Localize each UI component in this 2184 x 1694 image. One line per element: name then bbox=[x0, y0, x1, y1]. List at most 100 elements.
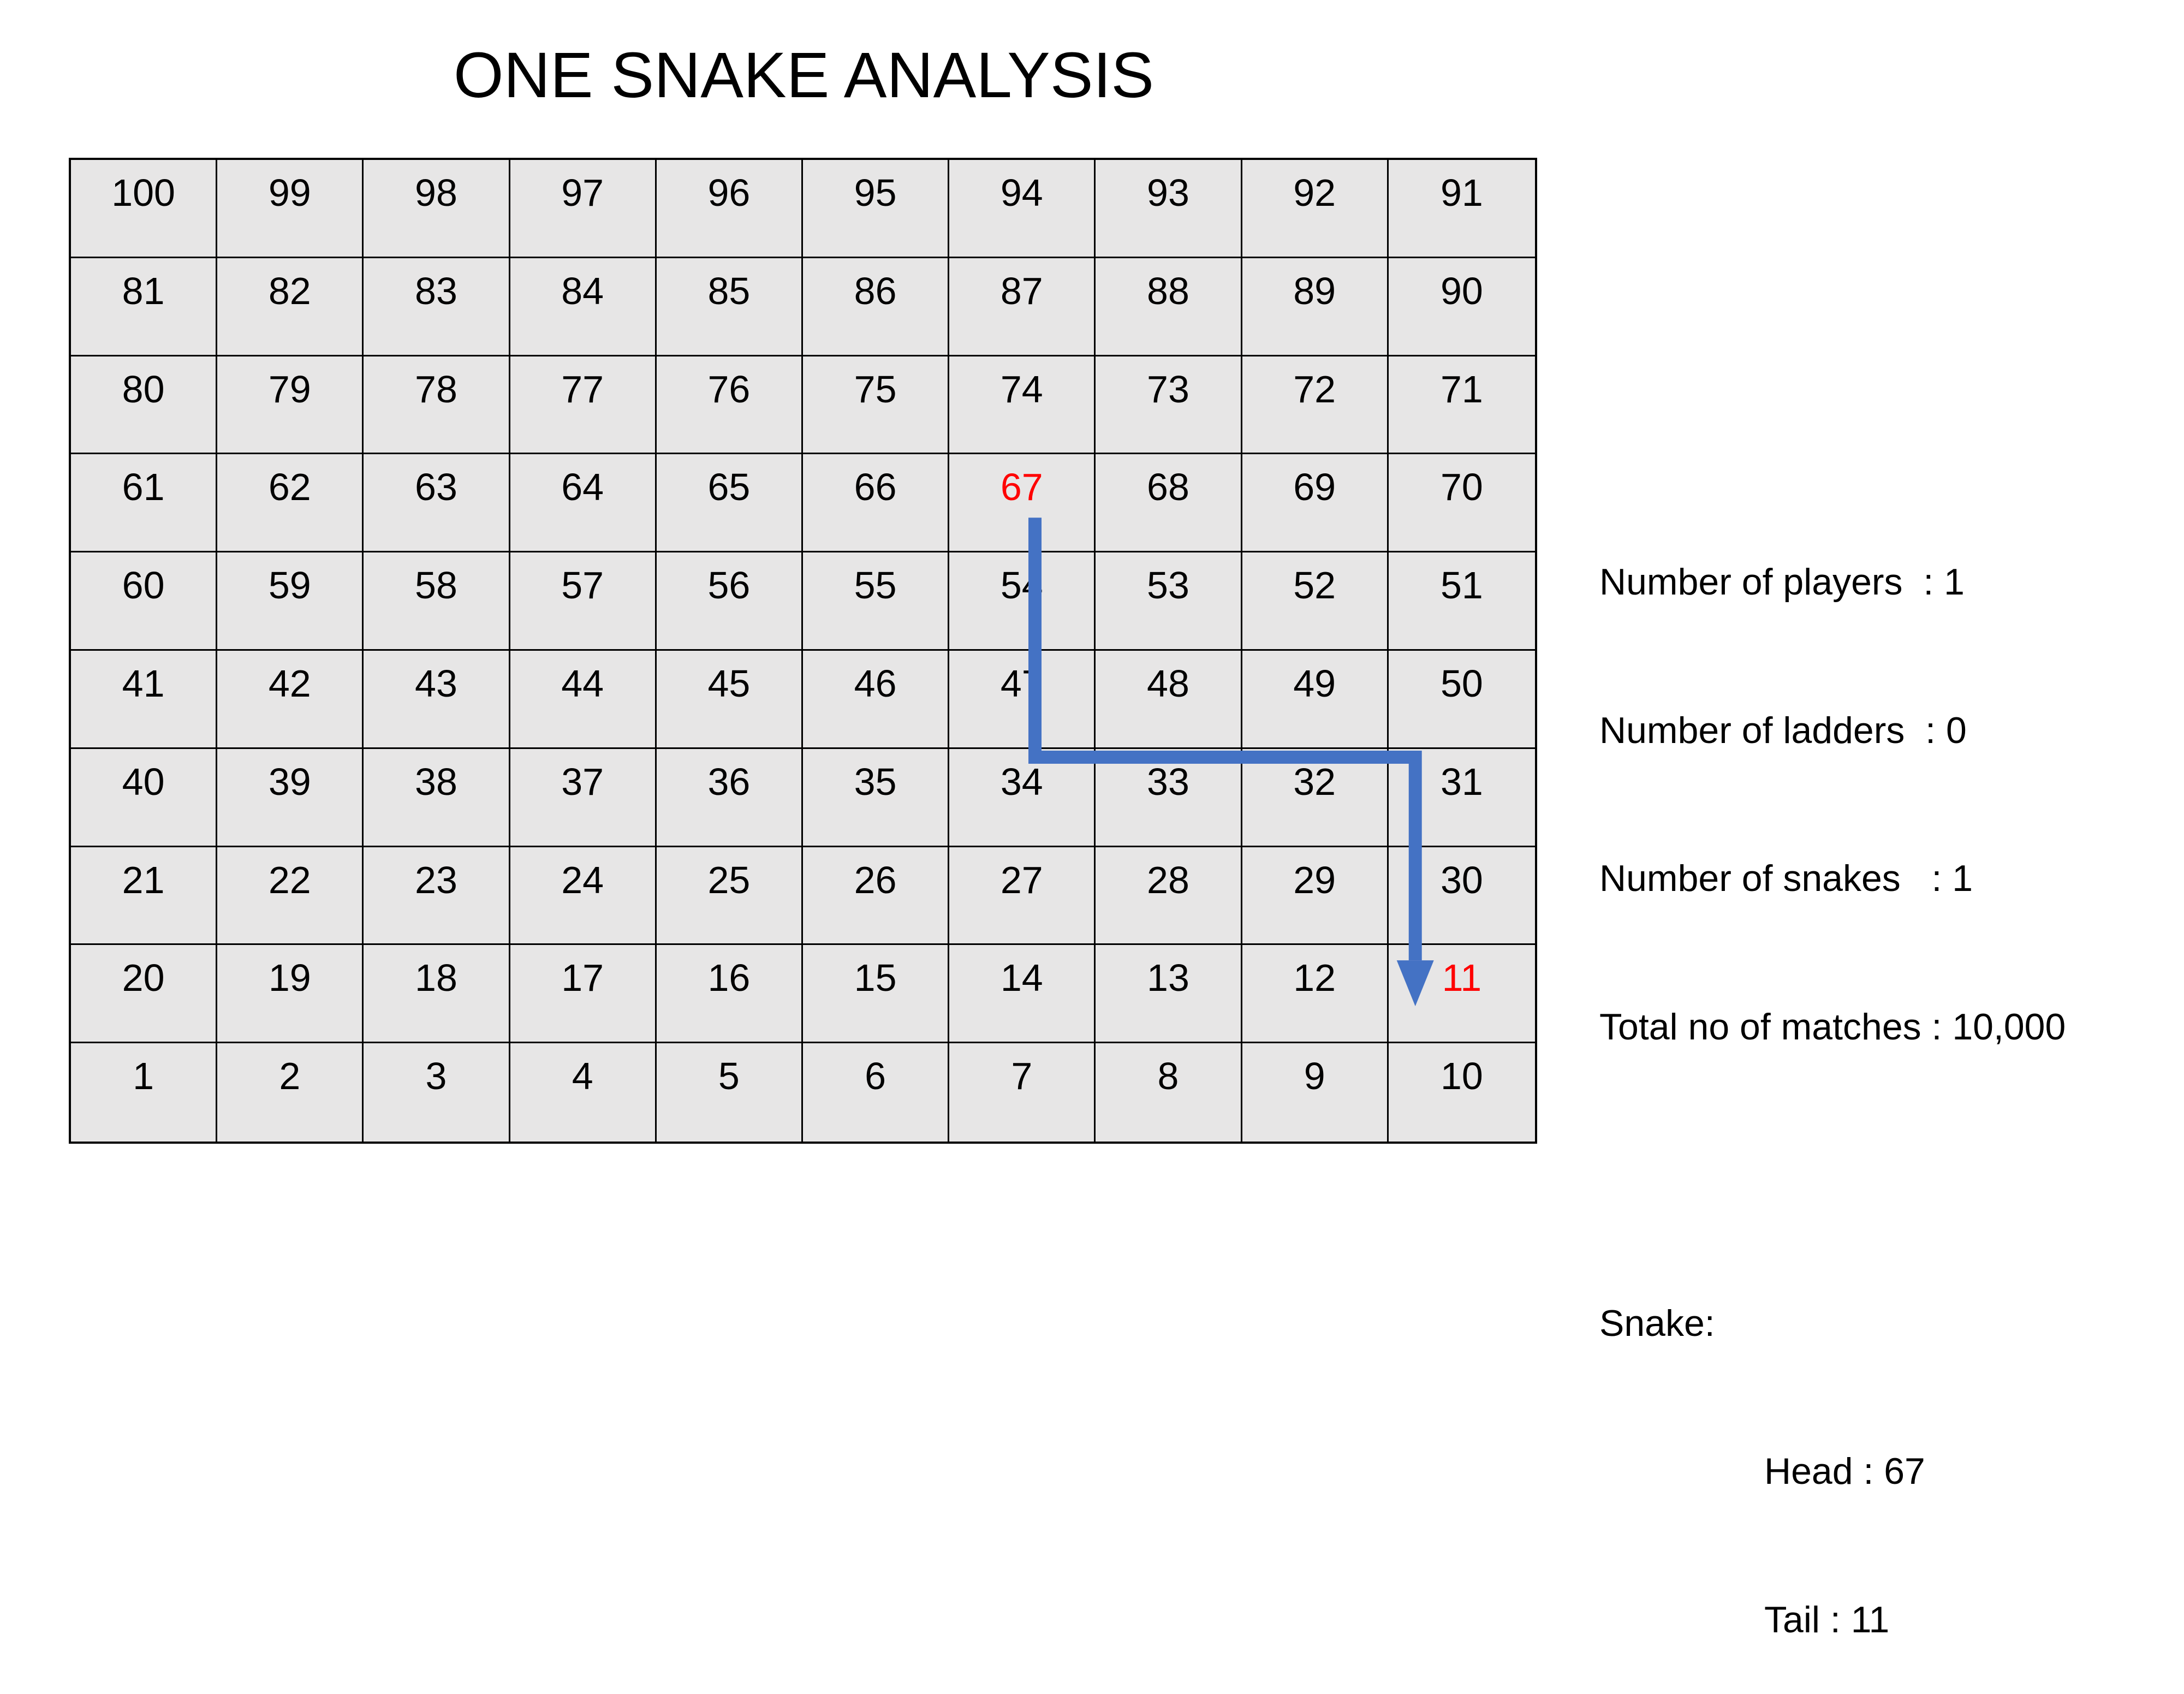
board-cell: 85 bbox=[656, 258, 803, 356]
board-cell: 90 bbox=[1388, 258, 1535, 356]
board-cell: 73 bbox=[1096, 356, 1242, 455]
board-cell: 17 bbox=[510, 945, 657, 1044]
board-cell: 15 bbox=[803, 945, 950, 1044]
board-cell: 94 bbox=[949, 160, 1096, 258]
board-cell: 52 bbox=[1242, 552, 1389, 651]
board-cell: 74 bbox=[949, 356, 1096, 455]
board-cell: 8 bbox=[1096, 1043, 1242, 1142]
board-cell: 46 bbox=[803, 651, 950, 749]
board-cell: 97 bbox=[510, 160, 657, 258]
board-cell: 32 bbox=[1242, 748, 1389, 847]
board-cell: 24 bbox=[510, 847, 657, 946]
board-cell: 62 bbox=[217, 454, 364, 553]
matches-count: Total no of matches : 10,000 bbox=[1599, 1006, 2066, 1048]
board-cell: 59 bbox=[217, 552, 364, 651]
board-cell: 66 bbox=[803, 454, 950, 553]
board-cell: 88 bbox=[1096, 258, 1242, 356]
board-cell: 41 bbox=[71, 651, 218, 749]
ladders-count: Number of ladders : 0 bbox=[1599, 709, 1967, 751]
board-cell: 67 bbox=[949, 454, 1096, 553]
board-cell: 33 bbox=[1096, 748, 1242, 847]
board-cell: 86 bbox=[803, 258, 950, 356]
board-cell: 38 bbox=[364, 748, 510, 847]
board-cell: 19 bbox=[217, 945, 364, 1044]
board-cell: 50 bbox=[1388, 651, 1535, 749]
board-cell: 54 bbox=[949, 552, 1096, 651]
board-cell: 58 bbox=[364, 552, 510, 651]
board-cell: 4 bbox=[510, 1043, 657, 1142]
board-cell: 93 bbox=[1096, 160, 1242, 258]
board-cell: 14 bbox=[949, 945, 1096, 1044]
board-cell: 9 bbox=[1242, 1043, 1389, 1142]
snake-label: Snake: bbox=[1599, 1302, 1715, 1344]
snake-tail: Tail : 11 bbox=[1764, 1598, 1890, 1640]
snakes-count: Number of snakes : 1 bbox=[1599, 858, 1973, 899]
board-cell: 61 bbox=[71, 454, 218, 553]
board-cell: 84 bbox=[510, 258, 657, 356]
board-cell: 28 bbox=[1096, 847, 1242, 946]
board-cell: 30 bbox=[1388, 847, 1535, 946]
board-cell: 25 bbox=[656, 847, 803, 946]
board-cell: 98 bbox=[364, 160, 510, 258]
game-board: 100 99 98 97 96 95 94 93 92 91 81 82 83 84 85 86 87 88 89 9… bbox=[69, 158, 1537, 1144]
board-cell: 22 bbox=[217, 847, 364, 946]
board-cell: 87 bbox=[949, 258, 1096, 356]
board-cell: 91 bbox=[1388, 160, 1535, 258]
board-cell: 60 bbox=[71, 552, 218, 651]
board-cell: 89 bbox=[1242, 258, 1389, 356]
board-cell: 40 bbox=[71, 748, 218, 847]
board-cell: 47 bbox=[949, 651, 1096, 749]
board-cell: 70 bbox=[1388, 454, 1535, 553]
board-cell: 26 bbox=[803, 847, 950, 946]
snake-head: Head : 67 bbox=[1764, 1451, 1925, 1492]
board-cell: 100 bbox=[71, 160, 218, 258]
board-cell: 78 bbox=[364, 356, 510, 455]
board-cell: 56 bbox=[656, 552, 803, 651]
board-cell: 37 bbox=[510, 748, 657, 847]
board-cell: 57 bbox=[510, 552, 657, 651]
board-cell: 48 bbox=[1096, 651, 1242, 749]
board-cell: 23 bbox=[364, 847, 510, 946]
board-cell: 27 bbox=[949, 847, 1096, 946]
board-cell: 45 bbox=[656, 651, 803, 749]
page-title: ONE SNAKE ANALYSIS bbox=[453, 39, 1155, 111]
board-cell: 16 bbox=[656, 945, 803, 1044]
board-cell: 11 bbox=[1388, 945, 1535, 1044]
board-cell: 51 bbox=[1388, 552, 1535, 651]
board-cell: 34 bbox=[949, 748, 1096, 847]
board-cell: 13 bbox=[1096, 945, 1242, 1044]
board-cell: 64 bbox=[510, 454, 657, 553]
board-cell: 39 bbox=[217, 748, 364, 847]
board-cell: 80 bbox=[71, 356, 218, 455]
board-cell: 29 bbox=[1242, 847, 1389, 946]
board-cell: 21 bbox=[71, 847, 218, 946]
board-cell: 65 bbox=[656, 454, 803, 553]
board-cell: 42 bbox=[217, 651, 364, 749]
board-cell: 69 bbox=[1242, 454, 1389, 553]
board-cell: 92 bbox=[1242, 160, 1389, 258]
board-cell: 68 bbox=[1096, 454, 1242, 553]
board-cell: 77 bbox=[510, 356, 657, 455]
board-cell: 81 bbox=[71, 258, 218, 356]
board-cell: 96 bbox=[656, 160, 803, 258]
board-cell: 75 bbox=[803, 356, 950, 455]
board-cell: 99 bbox=[217, 160, 364, 258]
board-cell: 55 bbox=[803, 552, 950, 651]
players-count: Number of players : 1 bbox=[1599, 561, 1965, 603]
board-cell: 7 bbox=[949, 1043, 1096, 1142]
board-cell: 43 bbox=[364, 651, 510, 749]
board-cell: 2 bbox=[217, 1043, 364, 1142]
board-cell: 6 bbox=[803, 1043, 950, 1142]
board-cell: 79 bbox=[217, 356, 364, 455]
board-cell: 20 bbox=[71, 945, 218, 1044]
board-cell: 18 bbox=[364, 945, 510, 1044]
board-cell: 36 bbox=[656, 748, 803, 847]
board-cell: 5 bbox=[657, 1043, 803, 1142]
board-cell: 71 bbox=[1388, 356, 1535, 455]
board-cell: 83 bbox=[364, 258, 510, 356]
info-spacer bbox=[1599, 1150, 2066, 1200]
board-cell: 12 bbox=[1242, 945, 1389, 1044]
board-cell: 3 bbox=[364, 1043, 510, 1142]
board-cell: 49 bbox=[1242, 651, 1389, 749]
board-cell: 44 bbox=[510, 651, 657, 749]
